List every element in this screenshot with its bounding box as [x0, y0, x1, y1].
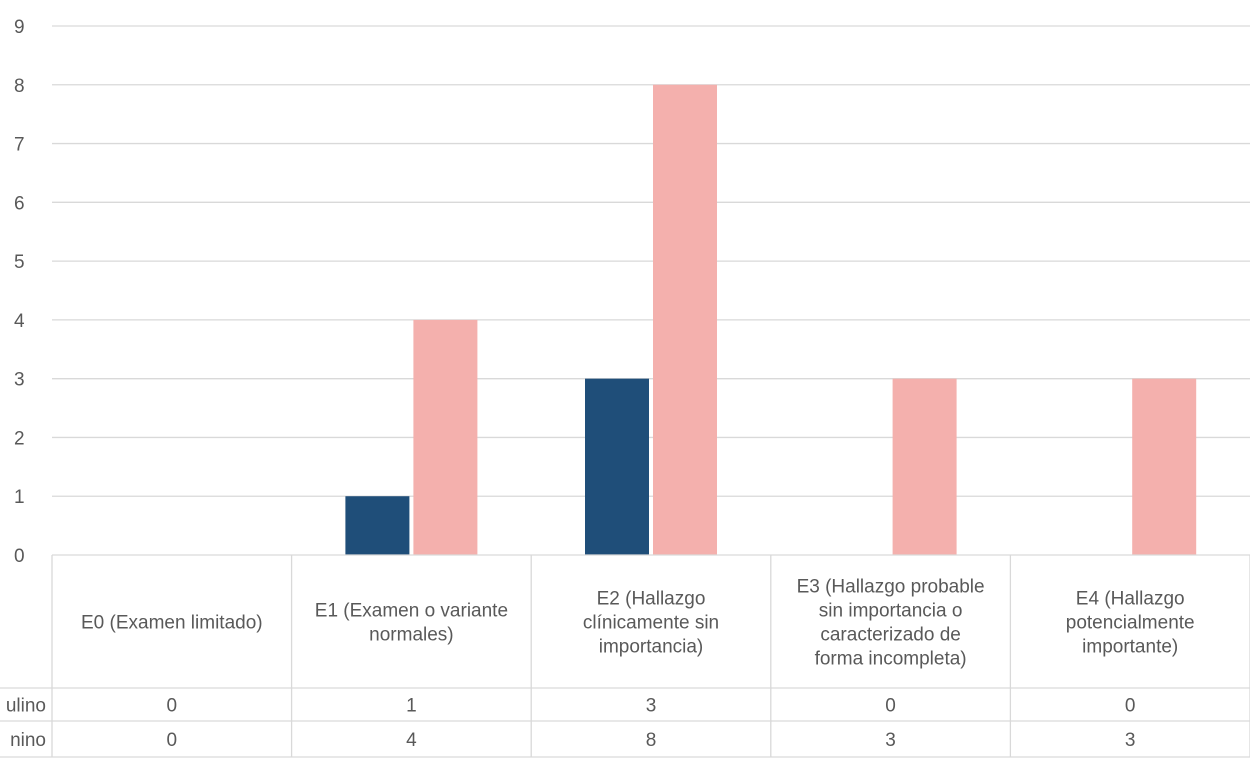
category-label: clínicamente sin: [583, 613, 719, 634]
category-label: forma incompleta): [815, 649, 967, 670]
category-label: E0 (Examen limitado): [81, 613, 263, 634]
table-cell-value: 3: [1125, 730, 1136, 751]
data-table: E0 (Examen limitado) E1 (Examen o variant…: [0, 554, 1250, 758]
category-label: sin importancia o: [819, 601, 963, 622]
category-label: caracterizado de: [820, 625, 960, 646]
bar: [653, 84, 717, 556]
table-cell-value: 3: [885, 730, 896, 751]
series-row-label: nino: [10, 730, 46, 751]
bar: [585, 378, 649, 555]
y-tick-label: 8: [14, 76, 25, 97]
table-cell-value: 0: [1125, 696, 1136, 717]
table-cell-value: 0: [167, 696, 178, 717]
y-axis-ticks: 0 1 2 3 4 5 6 7 8 9: [14, 17, 25, 567]
bar: [1132, 378, 1197, 555]
bar: [892, 378, 957, 555]
y-tick-label: 6: [14, 193, 25, 214]
y-tick-label: 0: [14, 546, 25, 567]
gridlines: [52, 25, 1250, 497]
table-cell-value: 8: [646, 730, 657, 751]
table-cell-value: 4: [406, 730, 417, 751]
y-tick-label: 9: [14, 17, 25, 38]
category-label: importante): [1082, 637, 1178, 658]
bars: [345, 84, 1197, 556]
y-tick-label: 4: [14, 311, 25, 332]
table-cell-value: 3: [646, 696, 657, 717]
series-row-label: ulino: [6, 696, 46, 717]
category-label: E2 (Hallazgo: [597, 589, 706, 610]
table-cell-value: 0: [167, 730, 178, 751]
table-cell-value: 1: [406, 696, 417, 717]
y-tick-label: 1: [14, 487, 25, 508]
bar: [413, 319, 478, 555]
category-label: E3 (Hallazgo probable: [797, 577, 985, 598]
y-tick-label: 3: [14, 370, 25, 391]
y-tick-label: 7: [14, 135, 25, 156]
category-label: E1 (Examen o variante: [315, 601, 508, 622]
category-label: normales): [369, 625, 453, 646]
category-label: potencialmente: [1066, 613, 1195, 634]
table-cell-value: 0: [885, 696, 896, 717]
bar: [345, 496, 410, 555]
category-label: importancia): [599, 637, 704, 658]
y-tick-label: 2: [14, 428, 25, 449]
category-label: E4 (Hallazgo: [1076, 589, 1185, 610]
y-tick-label: 5: [14, 252, 25, 273]
